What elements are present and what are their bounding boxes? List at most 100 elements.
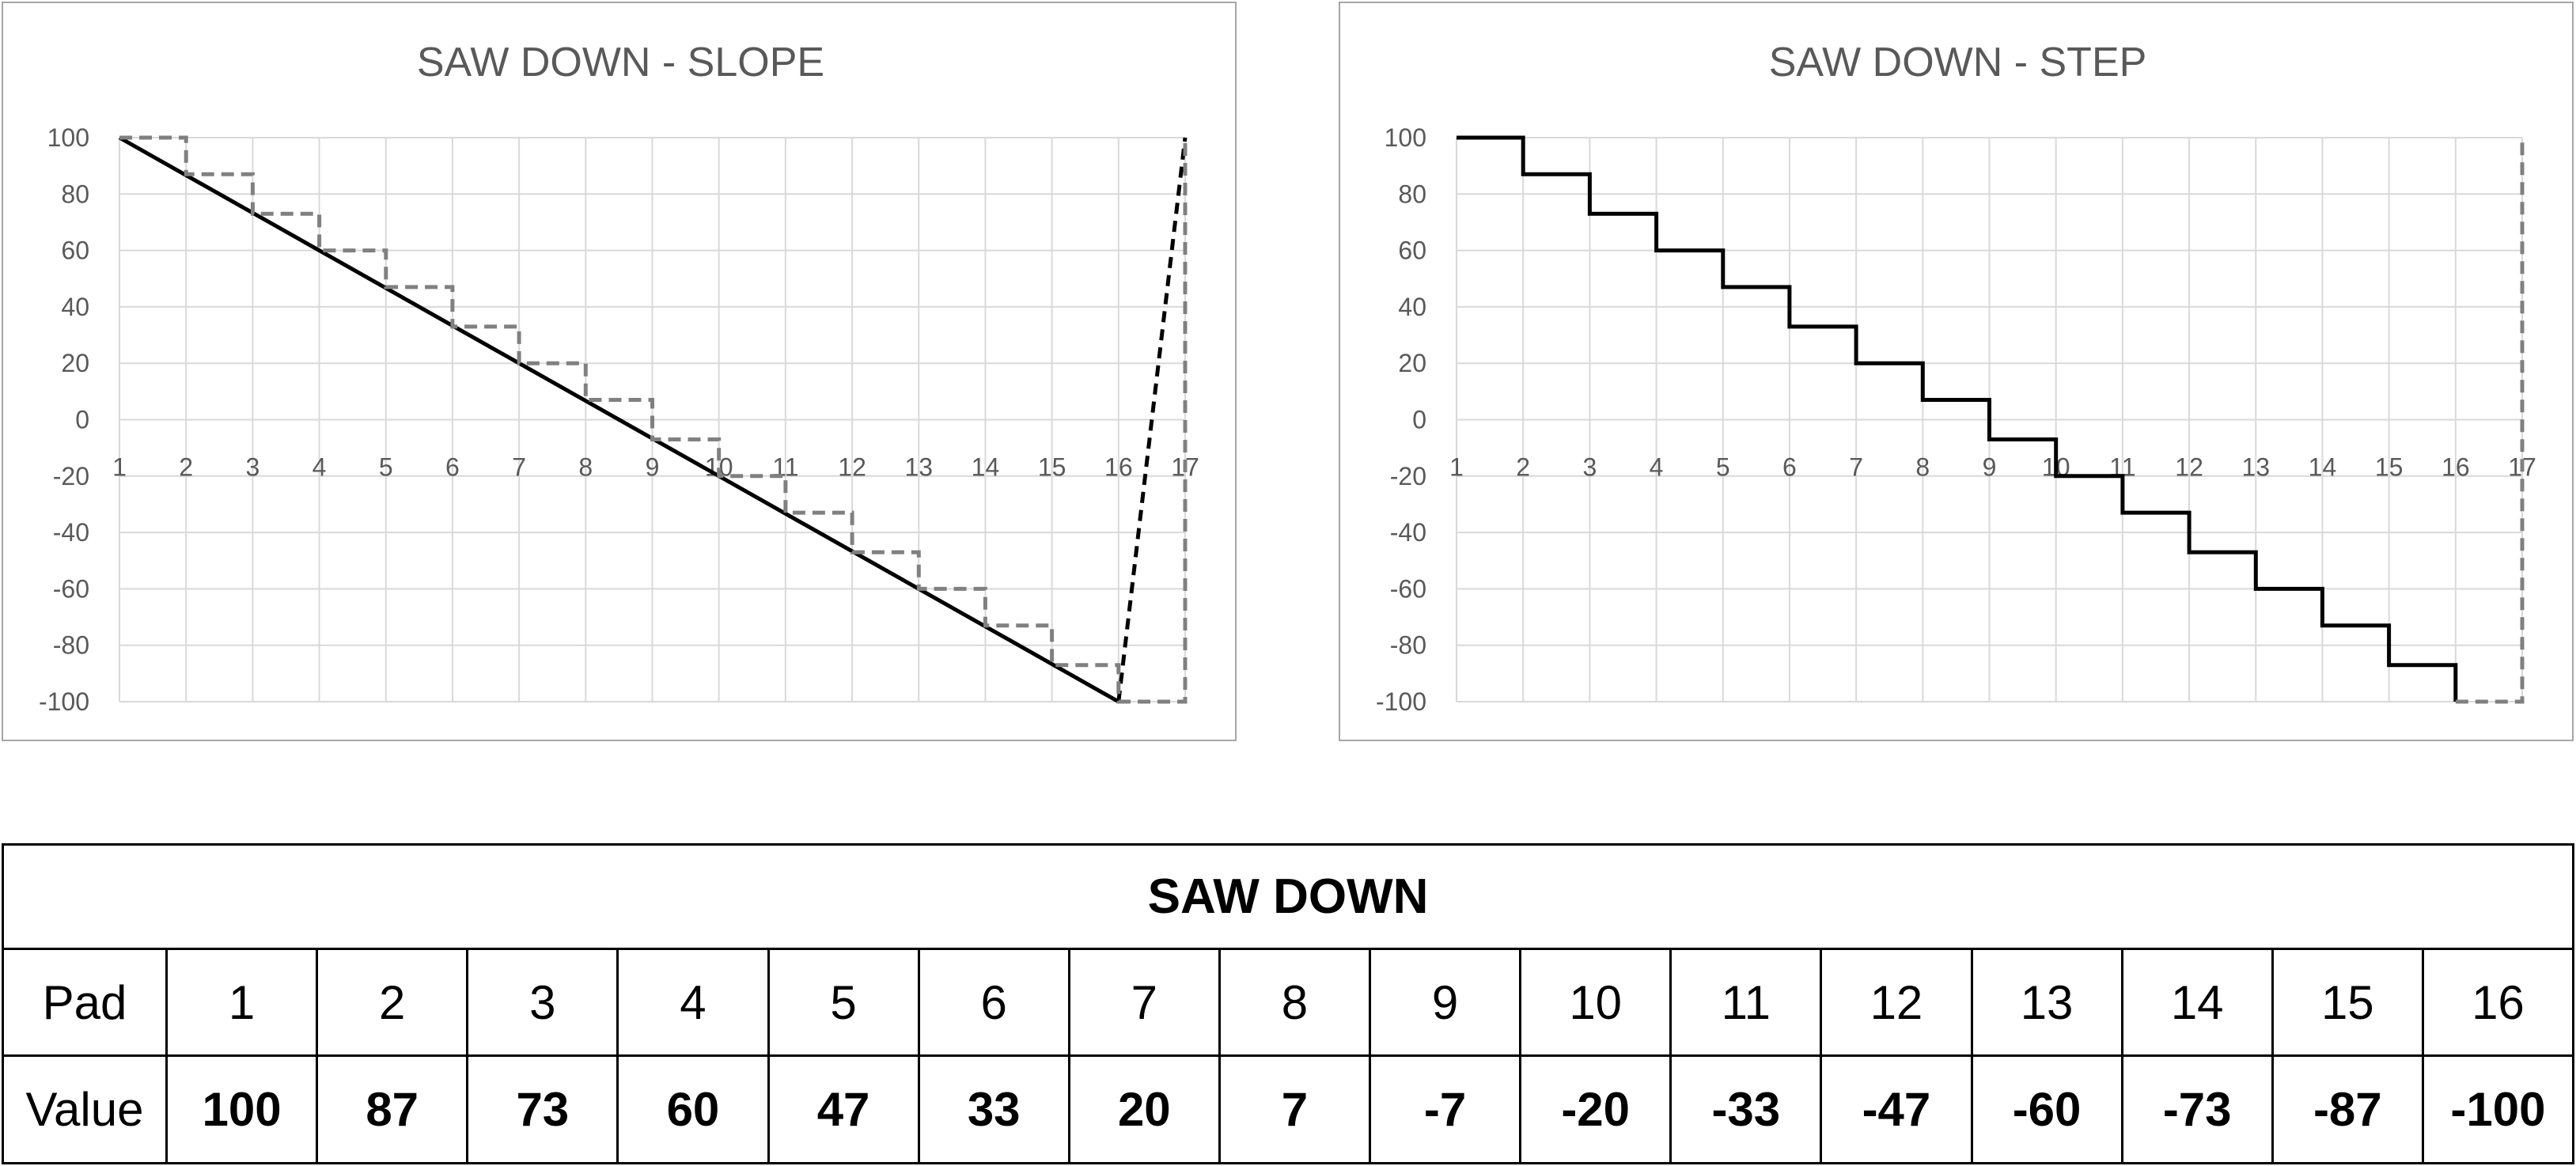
pad-cell: 7: [1067, 948, 1221, 1057]
step-chart-y-tick-label: 40: [1398, 293, 1426, 321]
step-chart-series-dashed-step: [2455, 138, 2525, 704]
pad-cell: 2: [316, 948, 469, 1057]
value-cell: -7: [1368, 1054, 1522, 1164]
slope-chart-x-tick-label: 6: [445, 453, 460, 482]
slope-chart-x-tick-label: 12: [838, 453, 866, 482]
slope-chart-x-tick-label: 3: [245, 453, 259, 482]
pad-cell: 6: [917, 948, 1070, 1057]
value-cell: 100: [165, 1054, 319, 1164]
slope-chart-x-tick-label: 15: [1038, 453, 1066, 482]
pad-cell: 1: [165, 948, 319, 1057]
slope-chart-y-tick-label: 40: [61, 293, 89, 321]
step-chart-y-tick-label: 0: [1412, 406, 1426, 434]
pad-cell: 11: [1669, 948, 1823, 1057]
step-chart-y-tick-label: 60: [1398, 237, 1426, 265]
slope-chart-series-dashed-step: [119, 135, 1188, 704]
step-chart-y-tick-label: -60: [1390, 574, 1426, 603]
step-chart-x-tick-label: 6: [1782, 453, 1797, 482]
step-chart-title: SAW DOWN - STEP: [1769, 40, 2147, 85]
value-row: Value 100 87 73 60 47 33 20 7 -7 -20 -33 -47 -60 -73-…: [2, 1054, 2575, 1164]
step-chart-x-tick-label: 3: [1582, 453, 1597, 482]
step-chart-y-tick-label: -20: [1390, 462, 1426, 490]
slope-chart-y-tick-label: -40: [53, 518, 89, 547]
step-chart-grid: [1456, 137, 2523, 702]
value-cell: -60: [1970, 1054, 2123, 1164]
slope-chart-x-tick-label: 1: [112, 453, 127, 482]
step-chart-x-tick-label: 16: [2442, 453, 2470, 482]
pad-cell: 14: [2120, 948, 2274, 1057]
step-chart-y-tick-label: -80: [1390, 631, 1426, 660]
value-cell: 33: [917, 1054, 1070, 1164]
value-cell: 20: [1067, 1054, 1221, 1164]
slope-chart-x-tick-label: 14: [972, 453, 1000, 482]
slope-chart-y-tick-label: 80: [61, 180, 89, 208]
pad-cell: 15: [2271, 948, 2424, 1057]
step-chart-x-tick-label: 7: [1849, 453, 1863, 482]
slope-chart-grid: [119, 137, 1186, 702]
slope-chart-x-tick-label: 9: [646, 453, 660, 482]
step-chart-x-tick-label: 15: [2375, 453, 2404, 482]
slope-chart-x-tick-label: 8: [578, 453, 593, 482]
slope-chart-y-tick-label: -20: [53, 462, 89, 490]
chart-saw-down-step: SAW DOWN - STEP 100 80 60 40 20 0 -20 -40 -60 -80 -…: [1339, 2, 2574, 741]
step-chart-x-tick-label: 9: [1983, 453, 1997, 482]
chart-saw-down-slope-svg: SAW DOWN - SLOPE 100 80 60 40 20 0 -20 -40 -60 -80…: [39, 40, 1199, 716]
value-cell: -47: [1820, 1054, 1973, 1164]
value-cell: -33: [1669, 1054, 1823, 1164]
step-chart-y-tick-label: -100: [1376, 687, 1426, 716]
step-chart-x-tick-label: 14: [2309, 453, 2337, 482]
pad-cell: 16: [2421, 948, 2575, 1057]
step-chart-x-tick-label: 1: [1449, 453, 1464, 482]
pad-cell: 12: [1820, 948, 1973, 1057]
pad-row: Pad 1 2 3 4 5 6 7 8 9 10 11 12 13 14 15 16: [2, 948, 2575, 1057]
value-cell: 87: [316, 1054, 469, 1164]
saw-down-table: SAW DOWN Pad 1 2 3 4 5 6 7 8 9 10 11 12 13 14 15 16 Val…: [2, 843, 2575, 1164]
pad-row-label: Pad: [2, 948, 168, 1057]
slope-chart-y-tick-label: -80: [53, 631, 89, 660]
slope-chart-x-tick-label: 13: [904, 453, 933, 482]
pad-cell: 8: [1218, 948, 1372, 1057]
table-title: SAW DOWN: [2, 843, 2574, 950]
slope-chart-x-tick-label: 4: [313, 453, 327, 482]
slope-chart-x-tick-label: 2: [179, 453, 193, 482]
value-cell: 7: [1218, 1054, 1372, 1164]
step-chart-x-tick-label: 13: [2241, 453, 2270, 482]
pad-cell: 3: [466, 948, 619, 1057]
value-row-label: Value: [2, 1054, 168, 1164]
pad-cell: 10: [1519, 948, 1673, 1057]
value-cell: -87: [2271, 1054, 2424, 1164]
value-cell: -20: [1519, 1054, 1673, 1164]
slope-chart-title: SAW DOWN - SLOPE: [417, 40, 824, 85]
step-chart-x-tick-label: 12: [2175, 453, 2203, 482]
step-chart-x-tick-label: 4: [1650, 453, 1664, 482]
slope-chart-y-tick-label: 20: [61, 349, 89, 377]
value-cell: -100: [2421, 1054, 2575, 1164]
chart-saw-down-step-svg: SAW DOWN - STEP 100 80 60 40 20 0 -20 -40 -60 -80 -…: [1376, 40, 2536, 716]
pad-cell: 5: [767, 948, 920, 1057]
slope-chart-y-tick-label: 100: [47, 123, 89, 152]
slope-chart-series-dashed-return: [1116, 137, 1188, 702]
step-chart-y-tick-label: 20: [1398, 349, 1426, 377]
slope-chart-y-tick-label: -100: [39, 687, 89, 716]
slope-chart-x-tick-label: 16: [1104, 453, 1133, 482]
slope-chart-y-tick-label: 0: [75, 406, 89, 434]
saw-down-data-table: SAW DOWN Pad 1 2 3 4 5 6 7 8 9 10 11 12 13 14 15 16 Val…: [2, 843, 2575, 1164]
chart-saw-down-slope: SAW DOWN - SLOPE 100 80 60 40 20 0 -20 -40 -60 -80…: [2, 2, 1237, 741]
value-cell: -73: [2120, 1054, 2274, 1164]
step-chart-series-step-line: [1457, 135, 2458, 702]
step-chart-x-tick-label: 5: [1716, 453, 1730, 482]
step-chart-y-tick-label: 80: [1398, 180, 1426, 208]
pad-cell: 4: [616, 948, 770, 1057]
step-chart-x-tick-label: 8: [1915, 453, 1930, 482]
value-cell: 60: [616, 1054, 770, 1164]
slope-chart-x-tick-label: 7: [512, 453, 526, 482]
step-chart-y-tick-label: -40: [1390, 518, 1426, 547]
value-cell: 73: [466, 1054, 619, 1164]
value-cell: 47: [767, 1054, 920, 1164]
pad-cell: 13: [1970, 948, 2123, 1057]
slope-chart-y-tick-label: -60: [53, 574, 89, 603]
slope-chart-x-tick-label: 5: [379, 453, 393, 482]
slope-chart-series-line: [118, 135, 1120, 704]
step-chart-x-tick-label: 2: [1516, 453, 1530, 482]
slope-chart-y-tick-label: 60: [61, 237, 89, 265]
